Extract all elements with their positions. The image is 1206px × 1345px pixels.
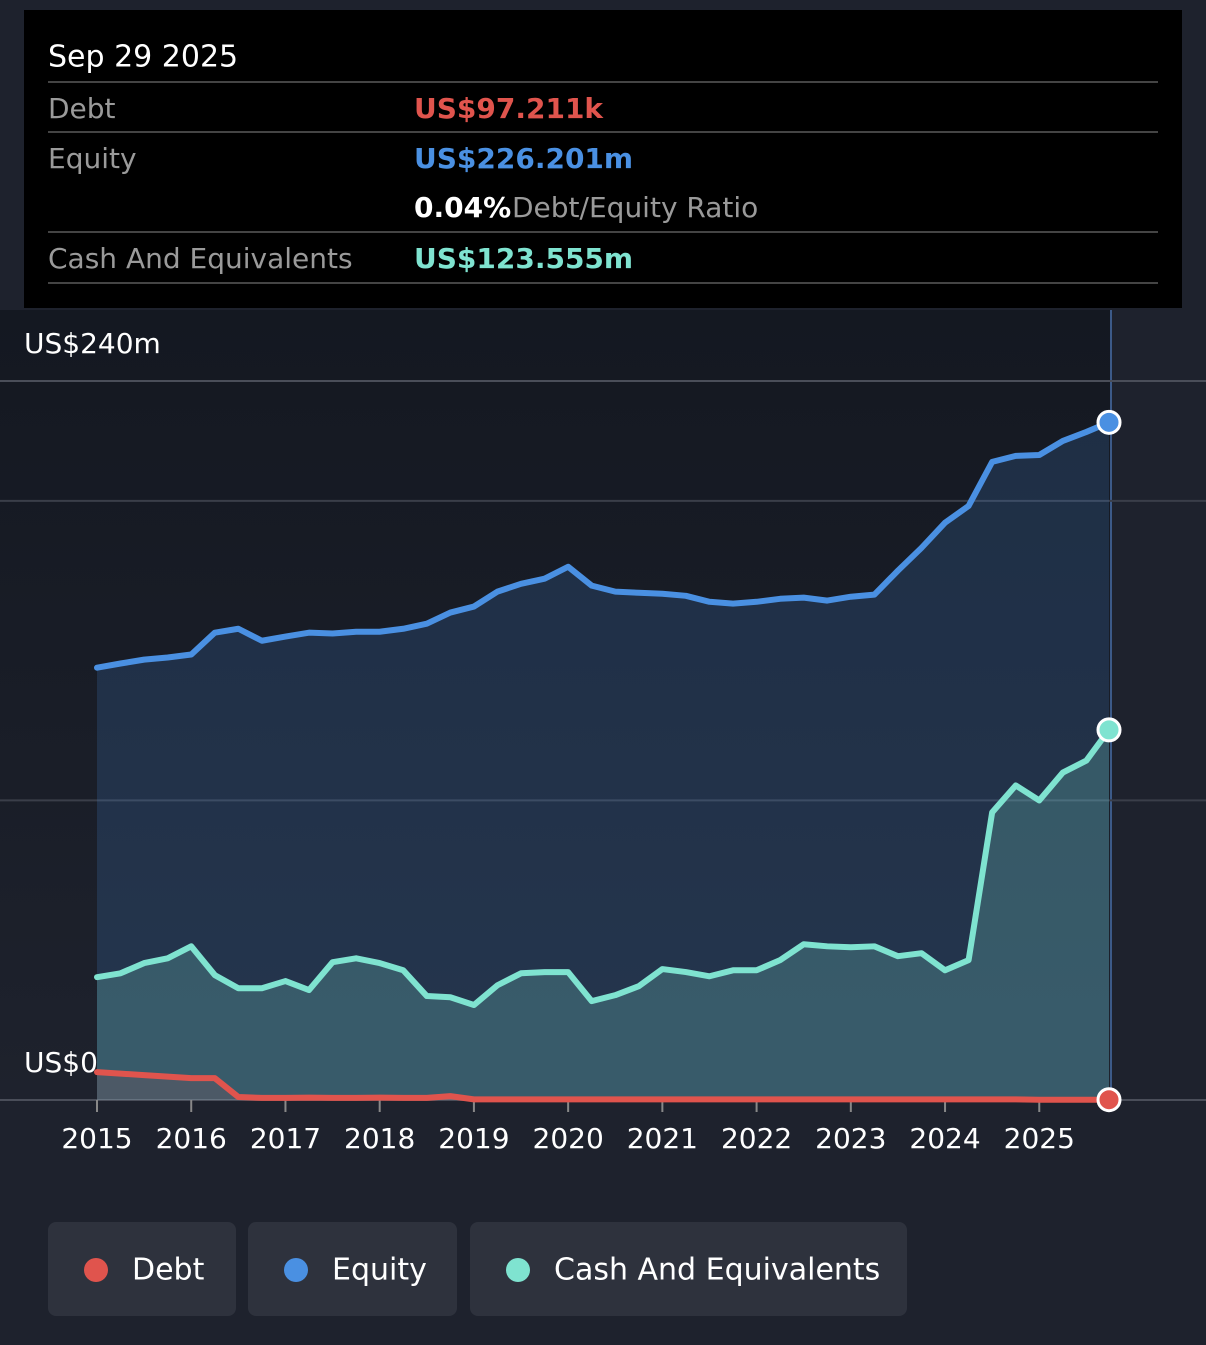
ratio-value: 0.04% [414, 191, 511, 224]
tooltip-label: Debt [48, 92, 116, 125]
tooltip-label: Equity [48, 142, 137, 175]
tooltip-value: US$123.555m [414, 242, 633, 275]
x-tick-label: 2022 [721, 1122, 792, 1155]
x-tick-label: 2020 [533, 1122, 604, 1155]
legend-item[interactable]: Debt [48, 1222, 236, 1316]
tooltip-value: US$226.201m [414, 142, 633, 175]
tooltip-box [24, 10, 1182, 308]
line [94, 419, 1112, 671]
legend-button[interactable] [48, 1222, 236, 1316]
legend-label: Cash And Equivalents [554, 1253, 880, 1288]
tooltip: Sep 29 2025 Debt US$97.211k Equity US$22… [24, 10, 1182, 308]
tooltip-value: US$97.211k [414, 92, 604, 125]
x-tick-label: 2015 [61, 1122, 132, 1155]
x-tick-label: 2017 [250, 1122, 321, 1155]
legend-item[interactable]: Equity [248, 1222, 457, 1316]
legend-button[interactable] [470, 1222, 907, 1316]
plot-background [0, 310, 1111, 1100]
legend-button[interactable] [248, 1222, 457, 1316]
legend-item[interactable]: Cash And Equivalents [470, 1222, 907, 1316]
legend-swatch [284, 1258, 308, 1282]
legend-label: Debt [132, 1253, 205, 1288]
line [94, 1069, 1112, 1103]
x-tick-label: 2016 [156, 1122, 227, 1155]
x-tick-label: 2019 [438, 1122, 509, 1155]
line [94, 726, 1112, 1009]
area [97, 1072, 1109, 1100]
x-tick-label: 2023 [815, 1122, 886, 1155]
x-tick-label: 2021 [627, 1122, 698, 1155]
end-point [1096, 1087, 1122, 1113]
legend-label: Equity [332, 1253, 427, 1288]
area [97, 729, 1109, 1100]
ratio-label: Debt/Equity Ratio [512, 191, 758, 224]
x-tick-label: 2024 [909, 1122, 980, 1155]
tooltip-date: Sep 29 2025 [48, 40, 238, 75]
area [97, 422, 1109, 1101]
legend-swatch [506, 1258, 530, 1282]
y-tick-label: US$0 [24, 1046, 98, 1079]
tooltip-label: Cash And Equivalents [48, 242, 353, 275]
legend: Debt Equity Cash And Equivalents [48, 1222, 907, 1316]
y-tick-label: US$240m [24, 327, 161, 360]
legend-swatch [84, 1258, 108, 1282]
x-tick-label: 2018 [344, 1122, 415, 1155]
plot: US$0 US$240m 2015 2016 2017 2018 2019 2020 2021 2… [0, 327, 1206, 1155]
end-point [1096, 409, 1122, 435]
end-point [1096, 717, 1122, 743]
x-tick-label: 2025 [1004, 1122, 1075, 1155]
